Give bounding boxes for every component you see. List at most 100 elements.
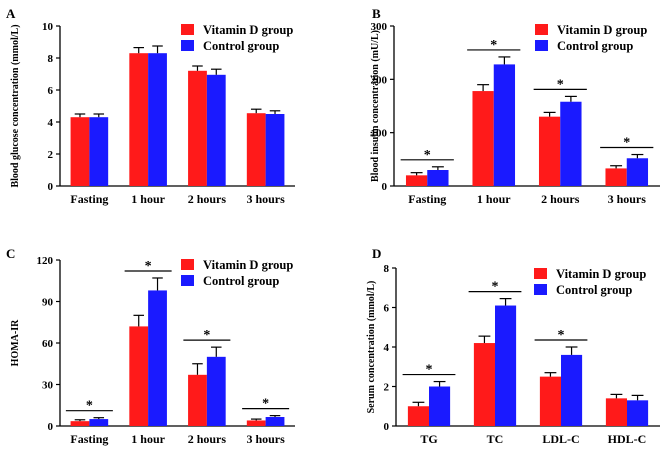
bar-control bbox=[560, 101, 582, 186]
x-tick-label: Fasting bbox=[408, 192, 446, 206]
x-tick-label: 1 hour bbox=[477, 192, 511, 206]
legend-label: Control group bbox=[203, 274, 279, 288]
panel-d: D Serum concentration (mmol/L) 0 2 4 6 8 TG * TC *… bbox=[366, 246, 660, 446]
panel-a: A Blood glucose concentration (mmol/L) 0 2 4… bbox=[6, 6, 295, 206]
bar-control bbox=[89, 117, 109, 186]
legend-swatch-control bbox=[181, 40, 194, 51]
x-tick-label: TC bbox=[487, 432, 504, 446]
bar-vitamin-d bbox=[473, 343, 495, 426]
y-tick-label: 10 bbox=[42, 21, 54, 33]
y-tick-label: 100 bbox=[371, 128, 388, 140]
y-tick-label: 0 bbox=[384, 421, 390, 433]
x-tick-label: 2 hours bbox=[188, 432, 227, 446]
x-tick-label: 2 hours bbox=[188, 192, 227, 206]
panel-letter: C bbox=[6, 246, 15, 261]
y-axis-title: HOMA-IR bbox=[10, 319, 21, 366]
bar-control bbox=[427, 170, 449, 186]
bar-vitamin-d bbox=[605, 398, 627, 426]
panel-letter: D bbox=[372, 246, 381, 261]
legend-label: Control group bbox=[557, 39, 633, 53]
x-tick-label: 1 hour bbox=[131, 432, 165, 446]
bar-vitamin-d bbox=[70, 421, 90, 426]
bar-vitamin-d bbox=[605, 168, 627, 186]
bar-control bbox=[265, 114, 285, 186]
x-tick-label: 1 hour bbox=[131, 192, 165, 206]
panel-letter: A bbox=[6, 6, 16, 21]
x-tick-label: TG bbox=[420, 432, 437, 446]
significance-marker: * bbox=[492, 280, 499, 295]
panel-c: C HOMA-IR 0 30 60 90 120 Fasting * 1 hour * 2 hours… bbox=[6, 246, 295, 446]
bar-vitamin-d bbox=[246, 420, 266, 426]
significance-marker: * bbox=[558, 328, 565, 343]
significance-marker: * bbox=[424, 148, 431, 163]
x-tick-label: 3 hours bbox=[246, 432, 285, 446]
bar-vitamin-d bbox=[129, 53, 149, 187]
legend-swatch-vitamin-d bbox=[535, 24, 548, 35]
y-tick-label: 0 bbox=[48, 181, 54, 193]
bar-control bbox=[495, 305, 517, 426]
bar-control bbox=[429, 386, 451, 426]
legend-swatch-vitamin-d bbox=[534, 268, 547, 279]
y-tick-label: 4 bbox=[48, 117, 54, 129]
panel-letter: B bbox=[372, 6, 381, 21]
legend-label: Vitamin D group bbox=[556, 267, 646, 281]
x-tick-label: 3 hours bbox=[608, 192, 647, 206]
legend-label: Vitamin D group bbox=[557, 23, 647, 37]
legend-swatch-vitamin-d bbox=[181, 24, 194, 35]
y-tick-label: 6 bbox=[384, 303, 390, 315]
bar-control bbox=[206, 356, 226, 426]
significance-marker: * bbox=[490, 38, 497, 53]
legend-swatch-control bbox=[535, 40, 548, 51]
y-tick-label: 30 bbox=[42, 380, 54, 392]
x-tick-label: LDL-C bbox=[542, 432, 579, 446]
y-tick-label: 0 bbox=[382, 181, 388, 193]
x-tick-label: Fasting bbox=[70, 432, 108, 446]
y-tick-label: 2 bbox=[48, 149, 54, 161]
legend-label: Control group bbox=[556, 283, 632, 297]
bar-control bbox=[148, 290, 167, 426]
y-tick-label: 120 bbox=[37, 255, 54, 267]
panel-b: B Blood insulin concentration (mU/L)0 100 2… bbox=[370, 6, 660, 206]
y-tick-label: 90 bbox=[42, 297, 54, 309]
legend-label: Vitamin D group bbox=[203, 258, 293, 272]
bar-vitamin-d bbox=[538, 116, 561, 186]
bar-vitamin-d bbox=[472, 91, 494, 186]
y-tick-label: 2 bbox=[384, 382, 390, 394]
y-axis-title: Serum concentration (mmol/L) bbox=[366, 281, 377, 414]
x-tick-label: HDL-C bbox=[608, 432, 647, 446]
y-tick-label: 8 bbox=[48, 53, 54, 65]
bar-vitamin-d bbox=[539, 376, 561, 426]
y-tick-label: 0 bbox=[48, 421, 54, 433]
y-axis-title: Blood glucose concentration (mmol/L) bbox=[10, 24, 21, 187]
bar-vitamin-d bbox=[407, 406, 429, 426]
y-tick-label: 200 bbox=[371, 74, 388, 86]
legend-swatch-control bbox=[181, 275, 194, 286]
bar-control bbox=[493, 64, 516, 186]
significance-marker: * bbox=[623, 136, 630, 151]
legend-label: Vitamin D group bbox=[203, 23, 293, 37]
x-tick-label: Fasting bbox=[70, 192, 108, 206]
y-axis-title: Blood insulin concentration (mU/L) bbox=[370, 30, 381, 182]
bar-control bbox=[206, 74, 226, 186]
bar-vitamin-d bbox=[246, 113, 266, 186]
bar-control bbox=[627, 400, 649, 426]
y-tick-label: 6 bbox=[48, 85, 54, 97]
bar-vitamin-d bbox=[405, 175, 428, 186]
y-tick-label: 60 bbox=[42, 338, 54, 350]
y-tick-label: 4 bbox=[384, 342, 390, 354]
bar-control bbox=[561, 354, 583, 426]
bar-vitamin-d bbox=[188, 70, 207, 186]
y-tick-label: 300 bbox=[371, 21, 388, 33]
legend-swatch-vitamin-d bbox=[181, 259, 194, 270]
legend-label: Control group bbox=[203, 39, 279, 53]
y-tick-label: 8 bbox=[384, 263, 390, 275]
bar-control bbox=[148, 53, 167, 187]
significance-marker: * bbox=[426, 363, 433, 378]
bar-control bbox=[626, 158, 649, 186]
legend-swatch-control bbox=[534, 284, 547, 295]
significance-marker: * bbox=[86, 399, 93, 414]
x-tick-label: 3 hours bbox=[246, 192, 285, 206]
x-tick-label: 2 hours bbox=[541, 192, 580, 206]
bar-control bbox=[265, 417, 285, 426]
